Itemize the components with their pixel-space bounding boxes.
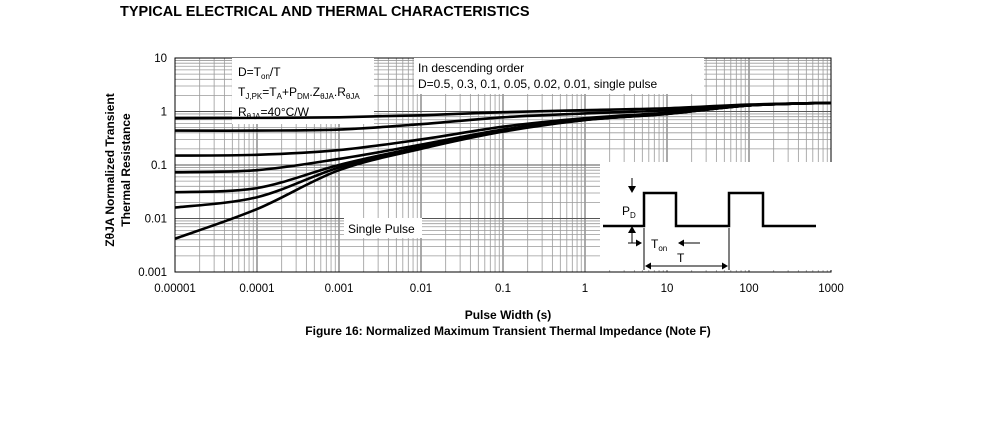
order-box-bg [414,58,704,94]
x-tick-label: 100 [739,283,758,295]
x-tick-label: 0.01 [410,283,432,295]
x-tick-labels: 0.00001 0.0001 0.001 0.01 0.1 1 10 100 1000 [154,283,844,295]
section-title: TYPICAL ELECTRICAL AND THERMAL CHARACTER… [120,4,530,20]
formula-box-bg [232,58,374,124]
y-tick-label: 1 [161,107,167,119]
y-tick-label: 0.1 [151,160,167,172]
x-tick-label: 0.0001 [239,283,274,295]
y-tick-labels: 10 1 0.1 0.01 0.001 [138,53,167,279]
x-tick-label: 1000 [818,283,844,295]
pd-arrowhead-top [628,186,636,193]
inset-ton-label: Ton [651,237,667,253]
order-note-line1: In descending order [418,61,524,75]
single-pulse-box-bg [344,218,422,238]
ton-arrowhead-right [678,239,684,247]
y-tick-label: 10 [154,53,167,65]
inset-pd-label: PD [622,204,636,220]
pulse-waveform-inset: PD Ton T [603,178,816,270]
x-tick-label: 0.00001 [154,283,196,295]
single-pulse-label: Single Pulse [348,222,415,236]
inset-t-label: T [677,251,685,265]
ton-arrowhead-left [636,239,642,247]
x-axis-title: Pulse Width (s) [465,308,552,322]
series-line-7 [174,101,832,240]
period-arrowhead-left [645,262,651,270]
y-axis-title: ZθJA Normalized Transient Thermal Resist… [103,93,133,246]
series-group [174,101,832,240]
y-axis-title-line1: ZθJA Normalized Transient [103,93,117,246]
duty-cycle-definition: D=Ton/T [238,65,281,81]
junction-temp-formula: TJ,PK=TA+PDM.ZθJA.RθJA [238,85,360,101]
x-tick-label: 1 [582,283,588,295]
x-tick-label: 0.001 [325,283,354,295]
x-tick-label: 10 [661,283,674,295]
pulse-waveform [603,191,816,228]
y-tick-label: 0.001 [138,267,167,279]
inset-box-bg [600,162,832,270]
period-arrowhead-right [722,262,728,270]
pd-arrowhead-bottom [628,226,636,233]
order-note-line2: D=0.5, 0.3, 0.1, 0.05, 0.02, 0.01, singl… [418,77,657,91]
x-tick-label: 0.1 [495,283,511,295]
thermal-resistance-value: RθJA=40°C/W [238,105,310,121]
figure-caption: Figure 16: Normalized Maximum Transient … [305,324,710,338]
y-tick-label: 0.01 [145,214,167,226]
y-axis-title-line2: Thermal Resistance [119,113,133,227]
